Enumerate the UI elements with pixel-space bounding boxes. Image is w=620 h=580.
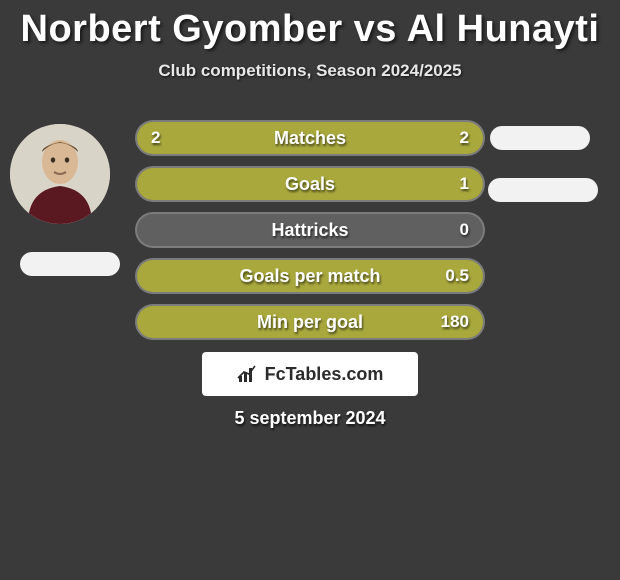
- stat-row: 180Min per goal: [135, 304, 485, 340]
- stat-row: 0Hattricks: [135, 212, 485, 248]
- player-right-name-pill-1: [490, 126, 590, 150]
- stat-label: Min per goal: [137, 306, 483, 338]
- date-text: 5 september 2024: [0, 408, 620, 429]
- stat-label: Goals per match: [137, 260, 483, 292]
- player-left-avatar: [10, 124, 110, 224]
- player-left-name-pill: [20, 252, 120, 276]
- stat-label: Goals: [137, 168, 483, 200]
- stat-row: 0.5Goals per match: [135, 258, 485, 294]
- subtitle: Club competitions, Season 2024/2025: [0, 61, 620, 81]
- stat-label: Matches: [137, 122, 483, 154]
- player-right-name-pill-2: [488, 178, 598, 202]
- stat-row: 22Matches: [135, 120, 485, 156]
- bar-chart-icon: [237, 364, 259, 384]
- logo-text: FcTables.com: [265, 364, 384, 385]
- stats-rows: 22Matches 1Goals 0Hattricks 0.5Goals per ma…: [135, 120, 485, 350]
- stat-row: 1Goals: [135, 166, 485, 202]
- fctables-logo: FcTables.com: [202, 352, 418, 396]
- stat-label: Hattricks: [137, 214, 483, 246]
- page-title: Norbert Gyomber vs Al Hunayti: [0, 0, 620, 51]
